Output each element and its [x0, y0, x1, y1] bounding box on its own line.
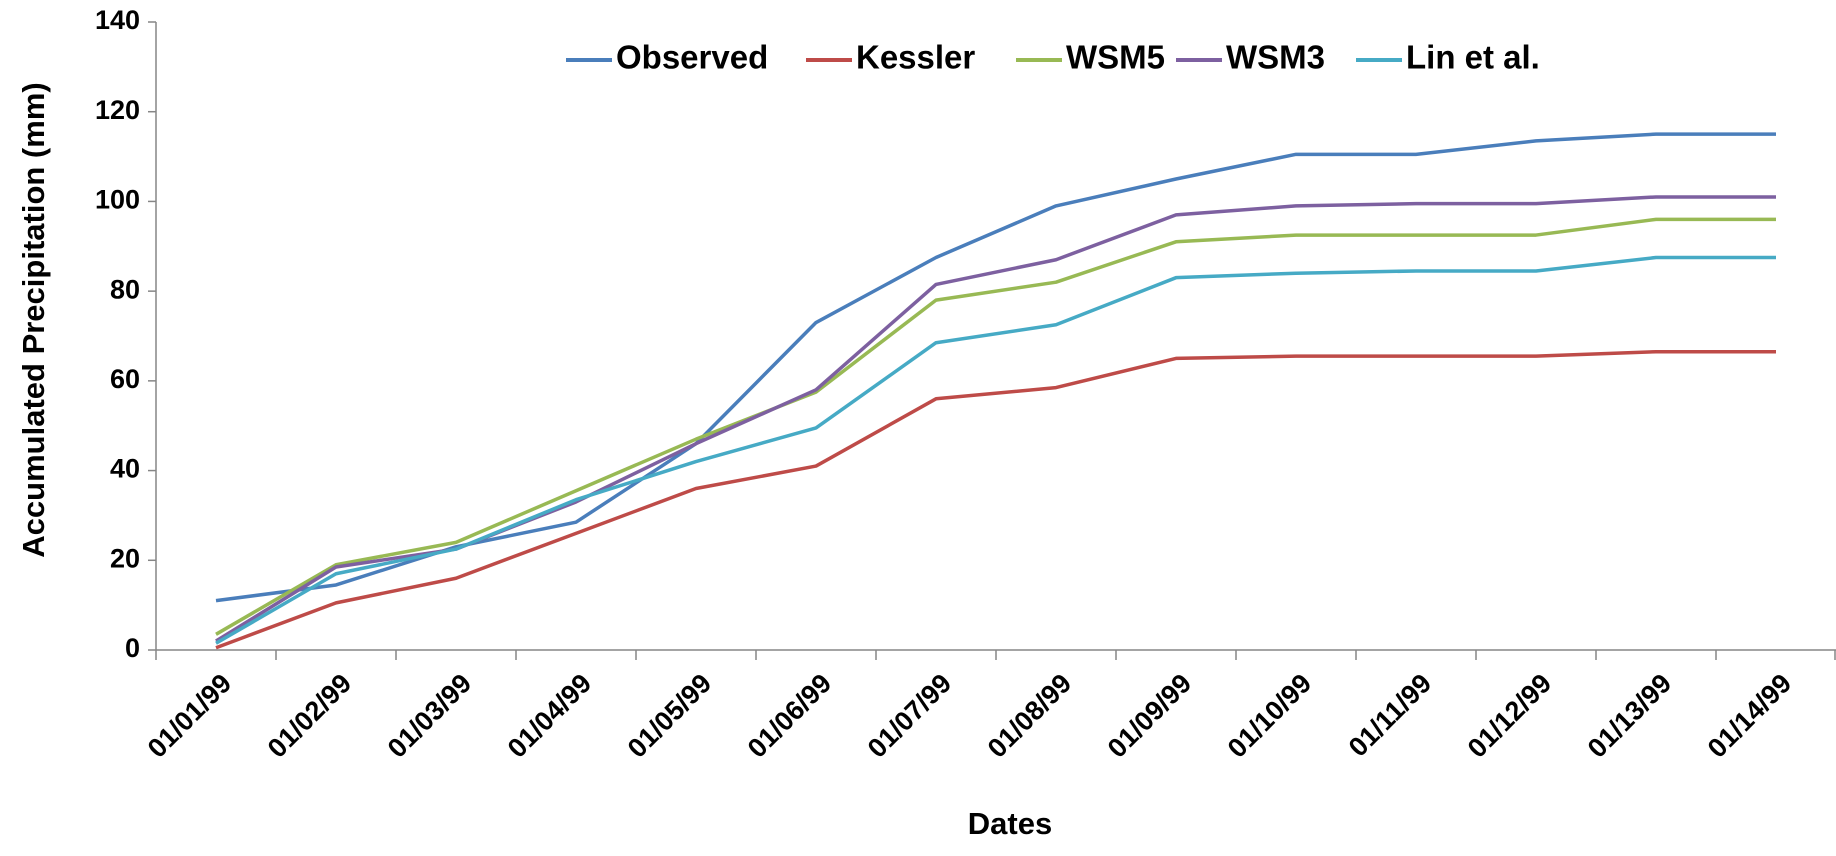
legend-label: WSM3	[1226, 39, 1325, 76]
x-tick-label: 01/01/99	[142, 668, 238, 764]
x-tick-label: 01/13/99	[1582, 668, 1678, 764]
x-tick-label: 01/10/99	[1222, 668, 1318, 764]
x-axis-label: Dates	[968, 806, 1052, 841]
x-tick-label: 01/07/99	[862, 668, 958, 764]
y-tick-label: 0	[125, 633, 140, 663]
x-tick-label: 01/11/99	[1343, 668, 1437, 762]
x-tick-label: 01/03/99	[382, 668, 478, 764]
x-tick-label: 01/05/99	[622, 668, 718, 764]
x-tick-label: 01/06/99	[742, 668, 838, 764]
y-tick-label: 100	[95, 185, 140, 215]
y-axis-label: Accumulated Precipitation (mm)	[16, 82, 51, 557]
legend-label: WSM5	[1066, 39, 1165, 76]
x-tick-label: 01/09/99	[1102, 668, 1198, 764]
y-tick-label: 80	[110, 274, 140, 304]
legend-label: Observed	[616, 39, 768, 76]
line-series	[215, 255, 1776, 645]
x-tick-label: 01/04/99	[502, 668, 598, 764]
y-tick-label: 20	[110, 543, 140, 573]
x-tick-label: 01/08/99	[982, 668, 1078, 764]
y-tick-label: 140	[95, 5, 140, 35]
legend-label: Kessler	[856, 39, 975, 76]
y-tick-label: 40	[110, 454, 140, 484]
y-tick-label: 60	[110, 364, 140, 394]
y-tick-label: 120	[95, 95, 140, 125]
x-tick-label: 01/14/99	[1702, 668, 1798, 764]
legend-label: Lin et al.	[1406, 39, 1540, 76]
line-series	[215, 349, 1776, 650]
x-tick-label: 01/12/99	[1462, 668, 1558, 764]
line-series	[215, 217, 1776, 636]
line-series	[215, 195, 1776, 643]
x-tick-label: 01/02/99	[262, 668, 358, 764]
